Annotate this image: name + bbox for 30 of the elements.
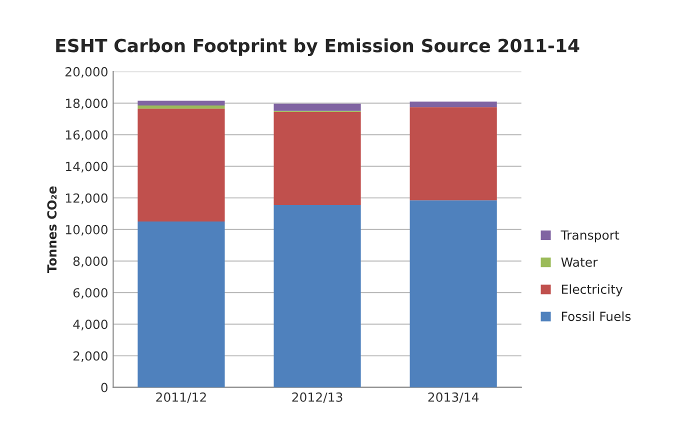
y-tick-label: 10,000 [66,224,108,236]
y-tick-label: 12,000 [66,193,108,204]
bar [410,200,497,388]
bar [274,204,361,388]
bar [138,100,225,106]
y-tick-label: 0 [101,382,108,392]
y-tick-label: 18,000 [66,98,108,110]
bar [138,108,225,222]
legend-label: Transport [560,230,620,242]
bar [274,112,361,205]
y-axis-title: Tonnes CO₂e [47,186,57,274]
y-tick-label: 20,000 [66,67,108,78]
chart-title: ESHT Carbon Footprint by Emission Source 2011-14 [56,38,580,56]
y-tick-label: 8,000 [73,256,108,268]
x-tick-label: 2011/12 [156,392,206,403]
legend-label: Electricity [562,284,622,296]
bar [410,102,497,108]
bar [410,107,497,200]
bar [138,106,225,109]
y-tick-label: 4,000 [73,320,108,330]
bar [274,104,361,111]
y-tick-label: 16,000 [66,130,108,141]
y-tick-label: 6,000 [73,288,108,299]
x-tick-label: 2013/14 [428,392,479,403]
legend-label: Water [561,258,598,267]
legend-label: Fossil Fuels [562,311,631,322]
bar [138,222,225,388]
y-tick-label: 2,000 [73,351,108,362]
x-tick-label: 2012/13 [292,392,342,403]
y-tick-label: 14,000 [66,162,108,172]
